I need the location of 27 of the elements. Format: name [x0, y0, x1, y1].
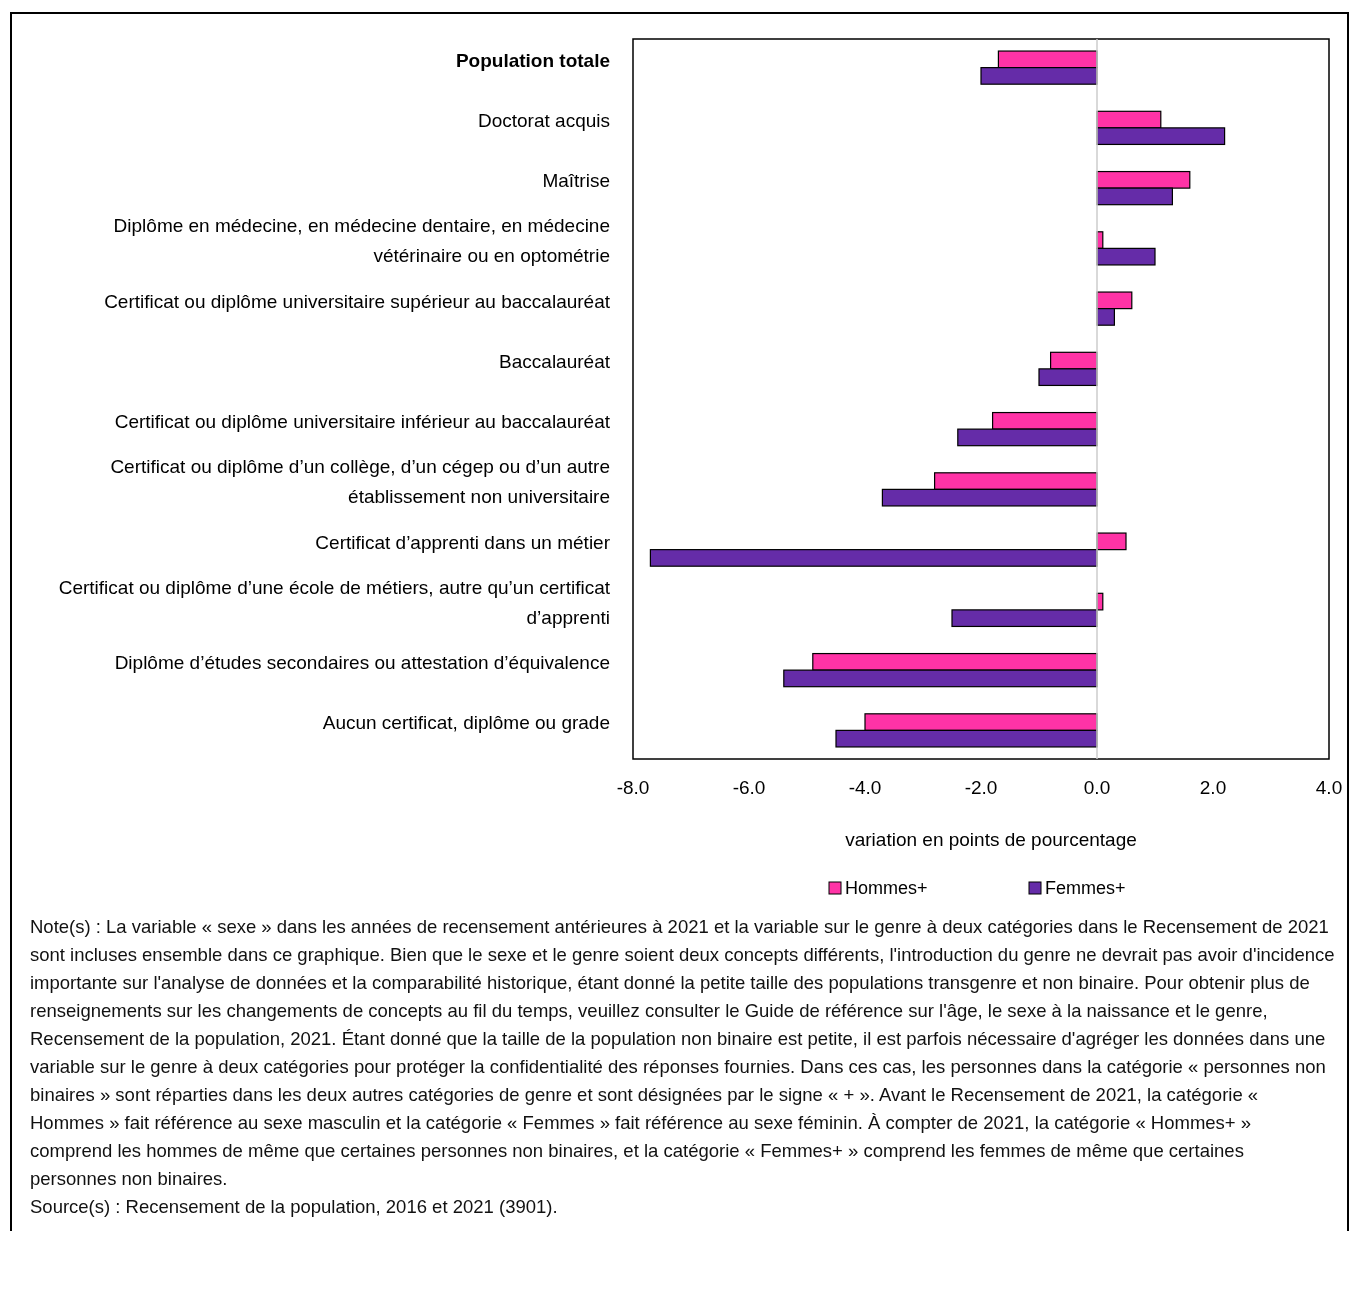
x-tick-label: -8.0: [616, 777, 650, 798]
legend-label: Femmes+: [1045, 878, 1126, 898]
y-tick-label: Maîtrise: [542, 170, 610, 192]
bar: [649, 549, 1098, 567]
x-tick-label: 4.0: [1315, 777, 1343, 798]
text: Note(s) : La variable « sexe » dans les années de recensement antérieures à 2021 et la variable sur le genre à deux catégories dans le Recensement de 2021 sont incluses ensemble dans ce graphique. Bien que le sexe et le genre soient deux concepts différents, l'introduction du genre ne devrait pas avoir d'incidence importante sur l'analyse de données et la comparabilité historique, étant donné la petite taille des populations transgenre et non binaire. Pour obtenir plus de renseignements sur les changements de concepts au fil du temps, veuillez consulter le Guide de référence sur l'âge, le sexe à la naissance et le genre, Recensement de la population, 2021. Étant donné que la taille de la population non binaire est petite, il est parfois nécessaire d'agréger les données dans une variable sur le genre à deux catégories pour protéger la confidentialité des réponses fournies. Dans ces cas, les personnes dans la catégorie « personnes non binaires » sont réparties dans les deux autres catégories de genre et sont désignées par le signe « + ». Avant le Recensement de 2021, la catégorie « Hommes » fait référence au sexe masculin et la catégorie « Femmes » fait référence au sexe féminin. À compter de 2021, la catégorie « Hommes+ » comprend les hommes de même que certaines personnes non binaires, et la catégorie « Femmes+ » comprend les femmes de même que certaines personnes non binaires.: [30, 916, 1335, 1189]
x-tick-label: -6.0: [732, 777, 766, 798]
x-tick-label: -4.0: [848, 777, 882, 798]
x-tick-label: 0.0: [1083, 777, 1111, 798]
source-note: Source(s) : Recensement de la population, 2016 et 2021 (3901).: [30, 1195, 559, 1219]
y-tick-label: Aucun certificat, diplôme ou grade: [322, 712, 610, 734]
y-tick-label: Doctorat acquis: [477, 109, 610, 131]
y-tick-label: Certificat ou diplôme universitaire supérieur au baccalauréat: [104, 290, 611, 312]
x-tick-label: -2.0: [964, 777, 998, 798]
y-tick-label: Certificat ou diplôme d’une école de métiers, autre qu’un certificat d’apprenti: [58, 576, 611, 628]
y-tick-label: Diplôme en médecine, en médecine dentaire, en médecine vétérinaire ou en optométrie: [113, 215, 610, 267]
x-tick-label: 2.0: [1199, 777, 1227, 798]
y-tick-label: Baccalauréat: [499, 350, 611, 372]
y-tick-label: Population totale: [455, 49, 610, 71]
y-tick-label: Certificat ou diplôme d’un collège, d’un cégep ou d’un autre établissement non universitaire: [110, 456, 610, 508]
y-tick-label: Certificat ou diplôme universitaire inférieur au baccalauréat: [114, 411, 611, 433]
bar: [1096, 532, 1127, 551]
bar: [951, 609, 1098, 628]
legend-label: Hommes+: [845, 878, 928, 898]
y-tick-label: Diplôme d’études secondaires ou attestation d’équivalence: [114, 652, 610, 674]
y-tick-label: Certificat d’apprenti dans un métier: [315, 531, 611, 553]
x-axis-title: variation en points de pourcentage: [845, 829, 1137, 850]
